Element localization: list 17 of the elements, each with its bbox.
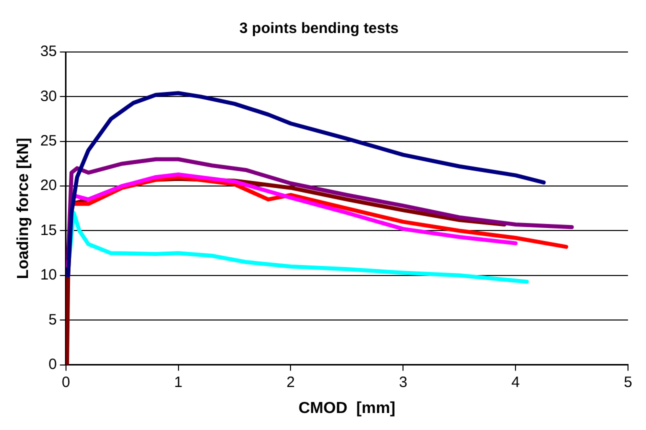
x-tick-label: 2	[286, 374, 295, 391]
y-tick-label: 35	[40, 43, 57, 60]
x-tick-label: 5	[624, 374, 632, 391]
chart-title: 3 points bending tests	[239, 20, 399, 38]
y-axis-title: Loading force [kN]	[15, 138, 32, 280]
y-tick-label: 15	[40, 222, 57, 239]
x-tick-label: 4	[511, 374, 520, 391]
y-tick-label: 0	[48, 356, 57, 373]
x-axis-title: CMOD [mm]	[298, 400, 396, 417]
y-tick-label: 25	[40, 132, 57, 150]
y-tick-label: 10	[40, 266, 57, 284]
x-tick-label: 0	[62, 374, 70, 391]
y-tick-label: 30	[40, 88, 57, 105]
x-tick-label: 1	[174, 374, 182, 391]
x-tick-label: 3	[398, 374, 408, 391]
y-tick-label: 5	[48, 311, 57, 328]
y-tick-label: 20	[40, 177, 57, 194]
